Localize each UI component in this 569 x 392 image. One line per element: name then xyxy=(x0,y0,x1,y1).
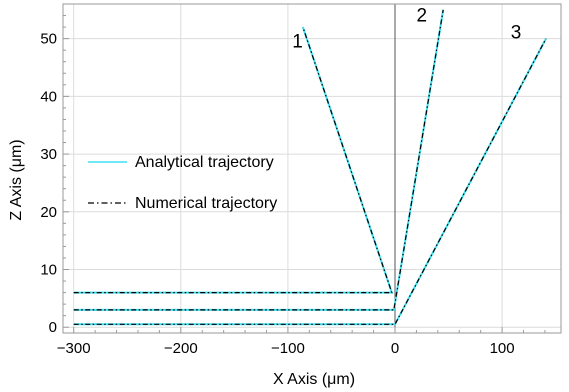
plot-lines: 1 2 3 xyxy=(73,4,547,333)
y-axis-title: Z Axis (μm) xyxy=(8,139,25,220)
x-tick-label: −300 xyxy=(57,340,91,357)
y-tick-label: 40 xyxy=(40,88,57,105)
trajectory-label-3: 3 xyxy=(511,23,522,44)
x-axis-title: X Axis (μm) xyxy=(273,371,355,388)
legend-label-numerical: Numerical trajectory xyxy=(135,195,277,212)
grid xyxy=(63,4,561,333)
y-tick-label: 0 xyxy=(49,319,57,336)
numerical-trajectory-1 xyxy=(73,26,393,294)
analytical-trajectory-3 xyxy=(73,38,547,326)
plot-frame xyxy=(62,3,562,334)
legend-label-analytical: Analytical trajectory xyxy=(135,154,274,171)
trajectory-label-1: 1 xyxy=(292,31,303,52)
trajectory-label-2: 2 xyxy=(416,5,427,26)
x-tick-label: 0 xyxy=(391,340,399,357)
numerical-trajectory-2 xyxy=(73,9,444,311)
y-tick-label: 50 xyxy=(40,31,57,48)
y-tick-label: 10 xyxy=(40,262,57,279)
x-tick-label: 100 xyxy=(490,340,515,357)
numerical-trajectory-3 xyxy=(73,38,547,325)
y-tick-label: 30 xyxy=(40,146,57,163)
axis-ticks: −300 −200 −100 0 100 0 10 20 30 40 50 xyxy=(40,15,546,357)
x-tick-label: −200 xyxy=(164,340,198,357)
y-tick-label: 20 xyxy=(40,204,57,221)
x-tick-label: −100 xyxy=(271,340,305,357)
legend: Analytical trajectory Numerical trajecto… xyxy=(88,154,277,212)
